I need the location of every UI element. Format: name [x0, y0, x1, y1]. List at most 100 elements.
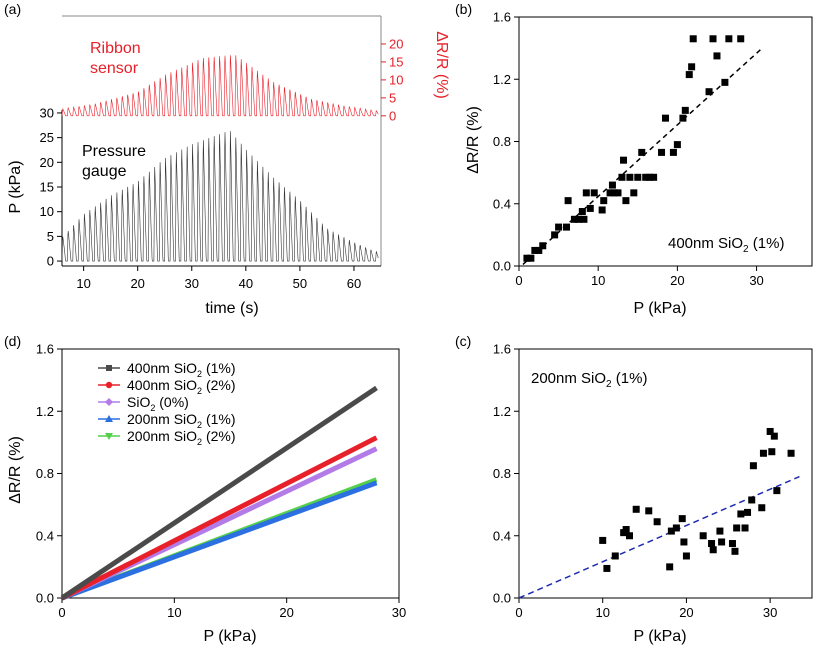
y-tick-label-right: 5: [389, 90, 396, 105]
data-point: [570, 215, 578, 223]
data-point: [653, 518, 661, 526]
data-point: [708, 540, 716, 548]
x-tick-label: 60: [347, 276, 361, 291]
series-line: [60, 435, 378, 601]
legend-marker: [105, 398, 113, 406]
y-tick-label: 0.8: [36, 466, 54, 481]
data-point: [539, 242, 547, 250]
data-point: [669, 148, 677, 156]
data-point: [737, 510, 745, 518]
y-tick-label: 5: [47, 229, 54, 244]
plot-frame: [518, 16, 813, 267]
data-point: [770, 432, 778, 440]
x-tick-label: 20: [670, 273, 684, 288]
data-point: [662, 114, 669, 122]
x-tick-label: 0: [515, 605, 522, 620]
data-point: [600, 197, 608, 205]
data-point: [574, 215, 582, 223]
y-tick-label: 0: [47, 254, 54, 269]
data-point: [682, 552, 690, 560]
y-tick-label: 1.6: [36, 342, 54, 357]
data-point: [666, 563, 674, 571]
data-point: [618, 173, 626, 181]
x-tick-label: 20: [679, 605, 693, 620]
panel-b-ylabel: ΔR/R (%): [465, 106, 482, 174]
x-tick-label: 30: [392, 605, 406, 620]
legend-marker: [105, 381, 113, 389]
data-point: [749, 462, 757, 470]
data-point: [713, 52, 721, 60]
data-point: [716, 527, 724, 535]
legend-label: 400nm SiO2 (2%): [127, 377, 236, 396]
data-point: [672, 524, 680, 532]
legend-label: 200nm SiO2 (1%): [127, 411, 236, 430]
gauge-label-2: gauge: [82, 163, 127, 180]
data-point: [737, 35, 745, 43]
data-point: [679, 114, 687, 122]
data-point: [744, 508, 752, 516]
data-point: [638, 148, 646, 156]
x-tick-label: 30: [749, 273, 763, 288]
x-tick-label: 0: [58, 605, 65, 620]
y-tick-label: 0.8: [493, 134, 511, 149]
data-point: [658, 148, 666, 156]
data-point: [523, 254, 531, 262]
data-point: [731, 547, 739, 555]
ribbon-label-1: Ribbon: [90, 40, 141, 57]
series-line: [61, 480, 378, 601]
data-point: [630, 189, 638, 197]
data-point: [787, 449, 795, 457]
y-tick-label: 0.4: [36, 528, 54, 543]
x-tick-label: 10: [595, 605, 609, 620]
y-tick-label: 10: [40, 204, 54, 219]
y-tick-label-right: 10: [389, 72, 403, 87]
data-point: [759, 449, 767, 457]
data-point: [551, 231, 559, 239]
y-tick-label: 0.0: [493, 591, 511, 606]
legend-label: 200nm SiO2 (2%): [127, 428, 236, 447]
data-point: [527, 254, 535, 262]
data-point: [535, 246, 543, 254]
y-tick-label: 0.4: [493, 196, 511, 211]
data-point: [689, 35, 697, 43]
y-tick-label: 1.2: [493, 404, 511, 419]
data-point: [580, 215, 588, 223]
data-point: [599, 536, 607, 544]
ribbon-label-2: sensor: [90, 60, 139, 77]
panel-a: (a) Ribbon sensor Pressure gauge time (s…: [4, 1, 450, 317]
y-tick-label-right: 20: [389, 36, 403, 51]
panel-b-label: (b): [455, 1, 472, 17]
x-tick-label: 10: [591, 273, 605, 288]
y-tick-label-right: 0: [389, 108, 396, 123]
y-tick-label: 1.6: [493, 10, 511, 25]
data-point: [642, 173, 650, 181]
y-tick-label-right: 15: [389, 54, 403, 69]
y-tick-label: 0.8: [493, 466, 511, 481]
gauge-label-1: Pressure: [82, 143, 146, 160]
data-point: [705, 88, 713, 96]
data-point: [688, 63, 696, 71]
ribbon-sensor-trace: [61, 55, 379, 117]
data-point: [773, 487, 781, 495]
data-point: [678, 515, 686, 523]
data-point: [681, 106, 689, 114]
data-point: [699, 532, 707, 540]
y-tick-label: 1.2: [36, 404, 54, 419]
panel-c-annotation: 200nm SiO2 (1%): [531, 370, 647, 390]
x-tick-label: 50: [293, 276, 307, 291]
data-point: [611, 552, 619, 560]
data-point: [582, 189, 590, 197]
data-point: [766, 427, 774, 435]
y-tick-label: 0.0: [36, 591, 54, 606]
x-tick-label: 30: [185, 276, 199, 291]
data-point: [634, 173, 642, 181]
data-point: [718, 538, 726, 546]
y-tick-label: 0.4: [493, 528, 511, 543]
y-tick-label: 30: [40, 105, 54, 120]
data-point: [578, 208, 586, 216]
x-tick-label: 30: [763, 605, 777, 620]
y-tick-label: 15: [40, 180, 54, 195]
panel-d-label: (d): [4, 333, 21, 349]
data-point: [741, 524, 749, 532]
